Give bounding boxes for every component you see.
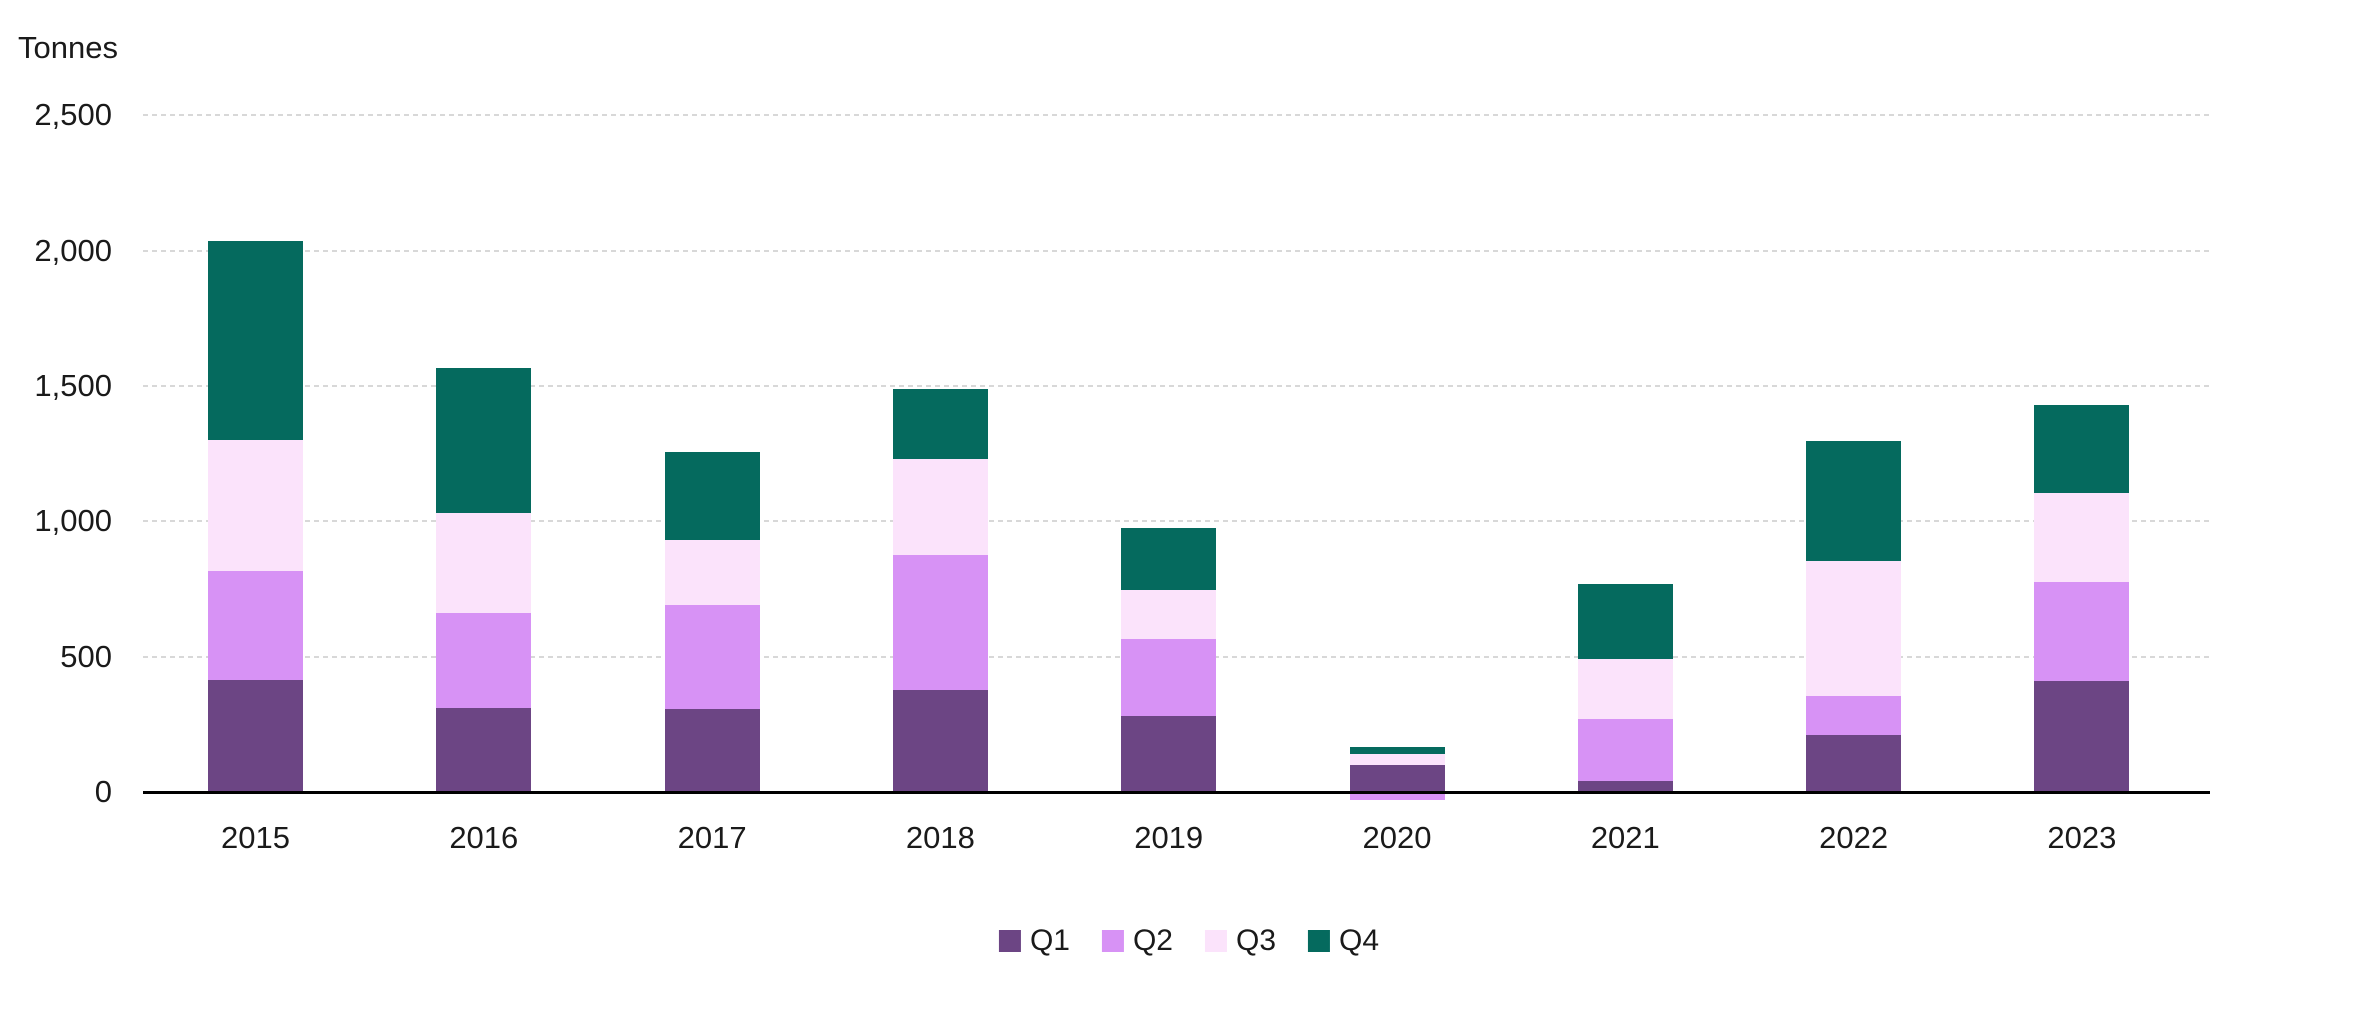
bar-segment-2016-q2 <box>436 613 532 709</box>
legend-swatch-q2 <box>1101 930 1124 952</box>
x-axis-line <box>143 790 2210 794</box>
bar-segment-2023-q1 <box>2034 681 2130 792</box>
bar-segment-2016-q1 <box>436 708 532 792</box>
bar-segment-2023-q3 <box>2034 492 2130 583</box>
bar-segment-2015-q4 <box>208 241 303 441</box>
bar-segment-2020-q1 <box>1349 764 1445 792</box>
gridline <box>143 249 2210 252</box>
y-axis-tick-label: 1,000 <box>34 503 112 539</box>
y-axis-tick-label: 2,500 <box>34 97 112 133</box>
bar-segment-2018-q1 <box>892 690 988 792</box>
y-axis-tick-label: 500 <box>60 638 112 674</box>
legend-swatch-q3 <box>1205 930 1227 952</box>
x-axis-label: 2016 <box>449 820 519 855</box>
y-axis-tick-label: 0 <box>94 774 112 809</box>
x-axis-label: 2022 <box>1819 820 1889 855</box>
bar-segment-2019-q2 <box>1121 639 1217 717</box>
bar-segment-2021-q3 <box>1577 659 1673 719</box>
y-axis-title: Tonnes <box>18 30 118 65</box>
bar-segment-2017-q1 <box>664 709 760 792</box>
bar-segment-2021-q1 <box>1577 781 1673 792</box>
x-axis-label: 2023 <box>2047 820 2117 855</box>
bar-segment-2017-q3 <box>664 540 760 606</box>
bar-segment-2015-q3 <box>208 440 303 572</box>
legend-item-q1: Q1 <box>998 924 1070 957</box>
bar-segment-2023-q2 <box>2034 582 2130 681</box>
x-axis-label: 2015 <box>221 820 290 855</box>
legend-item-q3: Q3 <box>1205 926 1276 956</box>
y-axis-tick-label: 2,000 <box>34 232 112 268</box>
bar-segment-2019-q4 <box>1121 528 1217 591</box>
x-axis-label: 2019 <box>1134 820 1204 855</box>
legend-swatch-q4 <box>1308 930 1331 952</box>
bar-segment-2022-q4 <box>1806 441 1902 561</box>
bar-segment-2020-q4 <box>1349 747 1445 755</box>
legend: Q1 Q2 Q3 Q4 <box>998 924 1379 957</box>
bar-segment-2020-q2 <box>1349 792 1445 801</box>
bar-segment-2016-q4 <box>436 368 532 514</box>
legend-item-q4: Q4 <box>1308 926 1379 956</box>
bar-segment-2018-q2 <box>892 555 988 691</box>
bar-segment-2015-q1 <box>208 679 303 792</box>
x-axis-label: 2017 <box>677 820 747 855</box>
gridline <box>143 384 2210 387</box>
legend-label: Q3 <box>1236 924 1277 957</box>
x-axis-label: 2020 <box>1362 820 1432 855</box>
bar-segment-2021-q4 <box>1577 583 1673 660</box>
x-axis-label: 2021 <box>1590 820 1660 855</box>
bar-segment-2022-q3 <box>1806 560 1902 696</box>
x-axis-label: 2018 <box>905 820 975 855</box>
bar-segment-2017-q2 <box>664 605 760 710</box>
bar-segment-2018-q3 <box>892 459 988 556</box>
bar-segment-2015-q2 <box>208 571 303 680</box>
bar-segment-2018-q4 <box>892 388 988 460</box>
bar-segment-2022-q1 <box>1806 735 1902 792</box>
gridline <box>143 520 2210 523</box>
gridline <box>143 114 2210 117</box>
legend-swatch-q1 <box>998 930 1021 952</box>
bar-segment-2016-q3 <box>436 513 532 614</box>
y-axis-tick-label: 1,500 <box>34 367 112 403</box>
bar-segment-2017-q4 <box>664 452 760 541</box>
bar-segment-2023-q4 <box>2034 404 2130 493</box>
legend-item-q2: Q2 <box>1101 924 1173 957</box>
bar-segment-2019-q3 <box>1121 590 1217 640</box>
bar-segment-2020-q3 <box>1349 754 1445 765</box>
legend-label: Q2 <box>1132 924 1173 957</box>
bar-segment-2021-q2 <box>1577 718 1673 782</box>
bar-segment-2022-q2 <box>1806 695 1902 736</box>
legend-label: Q4 <box>1339 924 1380 957</box>
legend-label: Q1 <box>1029 924 1070 957</box>
bar-segment-2019-q1 <box>1121 716 1217 792</box>
